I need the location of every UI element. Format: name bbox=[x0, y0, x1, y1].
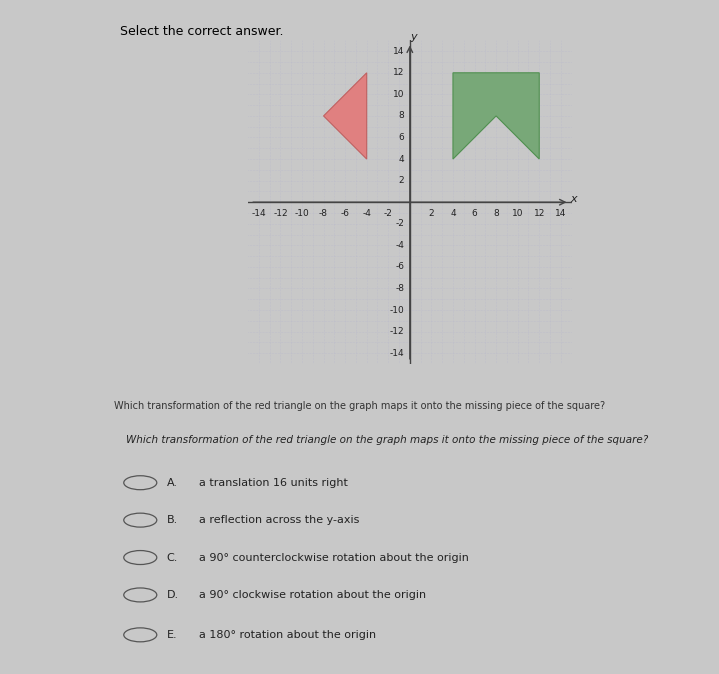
Text: -4: -4 bbox=[362, 209, 371, 218]
Text: -8: -8 bbox=[395, 284, 405, 293]
Text: 6: 6 bbox=[472, 209, 477, 218]
Text: -10: -10 bbox=[390, 305, 405, 315]
Text: a reflection across the y-axis: a reflection across the y-axis bbox=[199, 515, 360, 525]
Text: E.: E. bbox=[167, 630, 178, 640]
Text: 2: 2 bbox=[429, 209, 434, 218]
Text: 4: 4 bbox=[450, 209, 456, 218]
Text: A.: A. bbox=[167, 478, 178, 488]
Text: Which transformation of the red triangle on the graph maps it onto the missing p: Which transformation of the red triangle… bbox=[126, 435, 648, 446]
Text: 10: 10 bbox=[512, 209, 523, 218]
Text: -12: -12 bbox=[273, 209, 288, 218]
Text: 6: 6 bbox=[399, 133, 405, 142]
Text: B.: B. bbox=[167, 515, 178, 525]
Text: y: y bbox=[411, 32, 417, 42]
Text: 14: 14 bbox=[393, 47, 405, 56]
Text: -14: -14 bbox=[390, 348, 405, 358]
Text: a translation 16 units right: a translation 16 units right bbox=[199, 478, 348, 488]
Polygon shape bbox=[324, 73, 367, 159]
Text: -6: -6 bbox=[395, 262, 405, 272]
Text: 4: 4 bbox=[399, 154, 405, 164]
Text: a 90° clockwise rotation about the origin: a 90° clockwise rotation about the origi… bbox=[199, 590, 426, 600]
Text: -6: -6 bbox=[341, 209, 349, 218]
Text: Which transformation of the red triangle on the graph maps it onto the missing p: Which transformation of the red triangle… bbox=[114, 401, 605, 411]
Text: 12: 12 bbox=[533, 209, 545, 218]
Text: 14: 14 bbox=[555, 209, 567, 218]
Text: 10: 10 bbox=[393, 90, 405, 99]
Text: a 90° counterclockwise rotation about the origin: a 90° counterclockwise rotation about th… bbox=[199, 553, 469, 563]
Text: 12: 12 bbox=[393, 68, 405, 78]
Text: a 180° rotation about the origin: a 180° rotation about the origin bbox=[199, 630, 376, 640]
Text: D.: D. bbox=[167, 590, 179, 600]
Text: -14: -14 bbox=[252, 209, 266, 218]
Text: Select the correct answer.: Select the correct answer. bbox=[119, 25, 283, 38]
Text: 2: 2 bbox=[399, 176, 405, 185]
Text: -12: -12 bbox=[390, 327, 405, 336]
Text: -2: -2 bbox=[384, 209, 393, 218]
Text: C.: C. bbox=[167, 553, 178, 563]
Text: 8: 8 bbox=[399, 111, 405, 121]
Text: -10: -10 bbox=[295, 209, 309, 218]
Text: -2: -2 bbox=[395, 219, 405, 228]
Polygon shape bbox=[453, 73, 539, 159]
Text: -8: -8 bbox=[319, 209, 328, 218]
Text: -4: -4 bbox=[395, 241, 405, 250]
Text: 8: 8 bbox=[493, 209, 499, 218]
Text: x: x bbox=[570, 194, 577, 204]
